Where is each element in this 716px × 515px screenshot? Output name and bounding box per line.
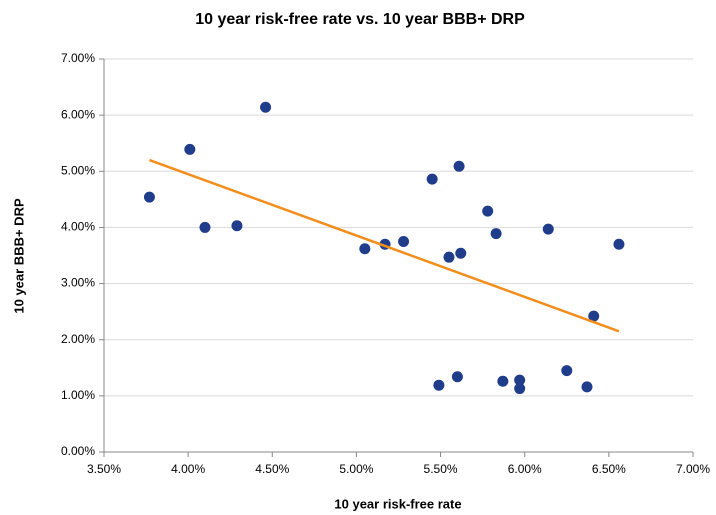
y-tick-label: 3.00% [61, 276, 95, 290]
data-point [542, 223, 554, 235]
data-point [613, 238, 625, 250]
data-point [588, 310, 600, 322]
data-point [455, 247, 467, 259]
data-point [143, 191, 155, 203]
data-point [490, 228, 502, 240]
data-point [453, 160, 465, 172]
data-point [581, 381, 593, 393]
data-point [514, 383, 526, 395]
y-axis-title: 10 year BBB+ DRP [11, 198, 26, 314]
x-tick-label: 7.00% [676, 462, 710, 476]
chart-title: 10 year risk-free rate vs. 10 year BBB+ … [195, 11, 525, 28]
data-point [426, 173, 438, 185]
data-point [514, 374, 526, 386]
data-point [443, 251, 455, 263]
y-tick-label: 2.00% [61, 332, 95, 346]
data-point [561, 365, 573, 377]
data-point [231, 220, 243, 232]
data-point [359, 243, 371, 255]
y-tick-label: 1.00% [61, 388, 95, 402]
data-point [497, 375, 509, 387]
y-tick-label: 6.00% [61, 107, 95, 121]
x-tick-label: 3.50% [87, 462, 121, 476]
trendline [149, 158, 620, 333]
x-tick-label: 4.50% [255, 462, 289, 476]
data-point [398, 235, 410, 247]
data-point [451, 371, 463, 383]
x-tick-label: 5.00% [339, 462, 373, 476]
x-tick-label: 5.50% [424, 462, 458, 476]
x-tick-label: 6.50% [592, 462, 626, 476]
x-tick-label: 6.00% [508, 462, 542, 476]
x-tick-label: 4.00% [171, 462, 205, 476]
y-tick-label: 7.00% [61, 51, 95, 65]
data-point [199, 221, 211, 233]
y-tick-label: 5.00% [61, 163, 95, 177]
y-tick-label: 0.00% [61, 444, 95, 458]
y-tick-label: 4.00% [61, 220, 95, 234]
data-point [260, 101, 272, 113]
x-axis-title: 10 year risk-free rate [334, 496, 461, 511]
data-point [184, 143, 196, 155]
data-point [433, 379, 445, 391]
data-point [482, 205, 494, 217]
